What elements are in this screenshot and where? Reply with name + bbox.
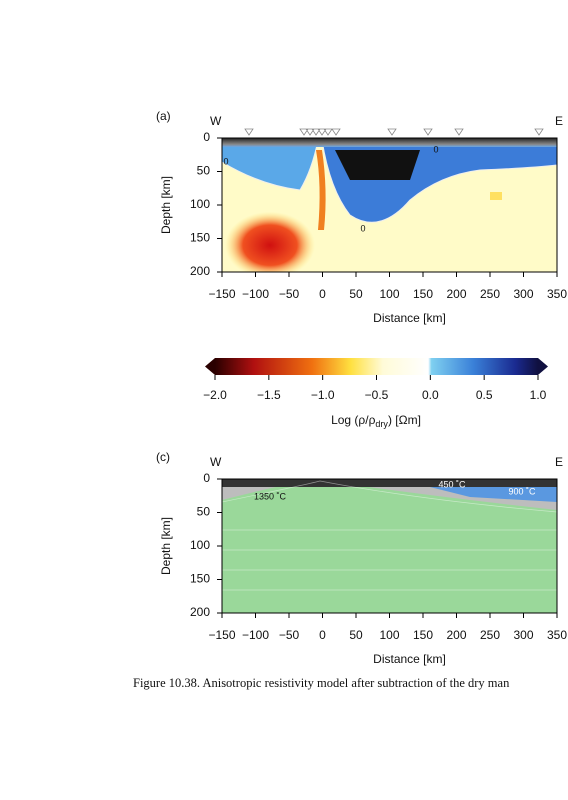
- y-axis-label: Depth [km]: [159, 517, 173, 575]
- west-label: W: [210, 114, 222, 128]
- colorbar: [215, 358, 538, 375]
- colorbar-tick-label: 1.0: [530, 388, 547, 402]
- y-axis-label: Depth [km]: [159, 176, 173, 234]
- isotherm-label: 450 ˚C: [438, 479, 466, 489]
- x-tick-label: 100: [379, 628, 399, 642]
- upper-layer: [430, 487, 557, 502]
- colorbar-tick-label: −0.5: [365, 388, 389, 402]
- x-tick-label: 200: [446, 287, 466, 301]
- x-tick-label: −150: [208, 628, 235, 642]
- anomaly: [490, 192, 502, 200]
- x-tick-label: 150: [413, 628, 433, 642]
- contour-label: 0: [433, 144, 438, 154]
- colorbar-tick-label: 0.0: [422, 388, 439, 402]
- label-part: Log (ρ/ρ: [331, 413, 376, 427]
- x-tick-label: 200: [446, 628, 466, 642]
- x-tick-label: 350: [547, 628, 567, 642]
- contour-label: 0: [360, 223, 365, 233]
- x-tick-label: 0: [319, 628, 326, 642]
- x-tick-label: 300: [513, 628, 533, 642]
- x-tick-label: 100: [379, 287, 399, 301]
- x-tick-label: 50: [349, 287, 363, 301]
- y-tick-label: 200: [190, 605, 210, 619]
- y-tick-label: 150: [190, 572, 210, 586]
- isotherm-label: 900 ˚C: [508, 486, 536, 496]
- caption: Figure 10.38. Anisotropic resistivity mo…: [133, 676, 510, 690]
- x-axis-label: Distance [km]: [373, 652, 446, 666]
- y-tick-label: 0: [203, 130, 210, 144]
- east-label: E: [555, 455, 563, 469]
- x-axis-label: Distance [km]: [373, 311, 446, 325]
- colorbar-tick-label: −2.0: [203, 388, 227, 402]
- x-tick-label: −100: [242, 628, 269, 642]
- colorbar-cap: [205, 358, 215, 375]
- isotherm-label: 1350 ˚C: [254, 491, 287, 501]
- y-tick-label: 100: [190, 538, 210, 552]
- y-tick-label: 150: [190, 231, 210, 245]
- surface-layer: [222, 479, 557, 487]
- west-label: W: [210, 455, 222, 469]
- label-part: dry: [375, 419, 388, 429]
- panel-label: (a): [156, 109, 171, 123]
- panel-label: (c): [156, 450, 170, 464]
- x-tick-label: −100: [242, 287, 269, 301]
- x-tick-label: −50: [279, 287, 300, 301]
- east-label: E: [555, 114, 563, 128]
- conductor: [225, 205, 315, 272]
- conductor: [316, 150, 326, 230]
- colorbar-label: Log (ρ/ρdry) [Ωm]: [331, 413, 421, 429]
- contour-label: 0: [223, 156, 228, 166]
- x-tick-label: 0: [319, 287, 326, 301]
- y-tick-label: 100: [190, 197, 210, 211]
- y-tick-label: 50: [197, 505, 211, 519]
- panel-c-image: [221, 479, 558, 613]
- panel-a-image: [221, 128, 558, 272]
- x-tick-label: −50: [279, 628, 300, 642]
- isotherms: [221, 480, 558, 591]
- label-part: ) [Ωm]: [388, 413, 421, 427]
- x-tick-label: 300: [513, 287, 533, 301]
- x-tick-label: 350: [547, 287, 567, 301]
- y-tick-label: 200: [190, 264, 210, 278]
- stations: [244, 128, 544, 136]
- resistor: [221, 139, 319, 191]
- x-tick-label: 250: [480, 287, 500, 301]
- y-tick-label: 50: [197, 164, 211, 178]
- surface-layer: [222, 138, 557, 147]
- colorbar-tick-label: −1.5: [257, 388, 281, 402]
- x-tick-label: −150: [208, 287, 235, 301]
- y-tick-label: 0: [203, 471, 210, 485]
- x-tick-label: 50: [349, 628, 363, 642]
- x-tick-label: 150: [413, 287, 433, 301]
- colorbar-tick-label: 0.5: [476, 388, 493, 402]
- x-tick-label: 250: [480, 628, 500, 642]
- colorbar-cap: [538, 358, 548, 375]
- colorbar-tick-label: −1.0: [311, 388, 335, 402]
- resistor-core: [335, 150, 420, 180]
